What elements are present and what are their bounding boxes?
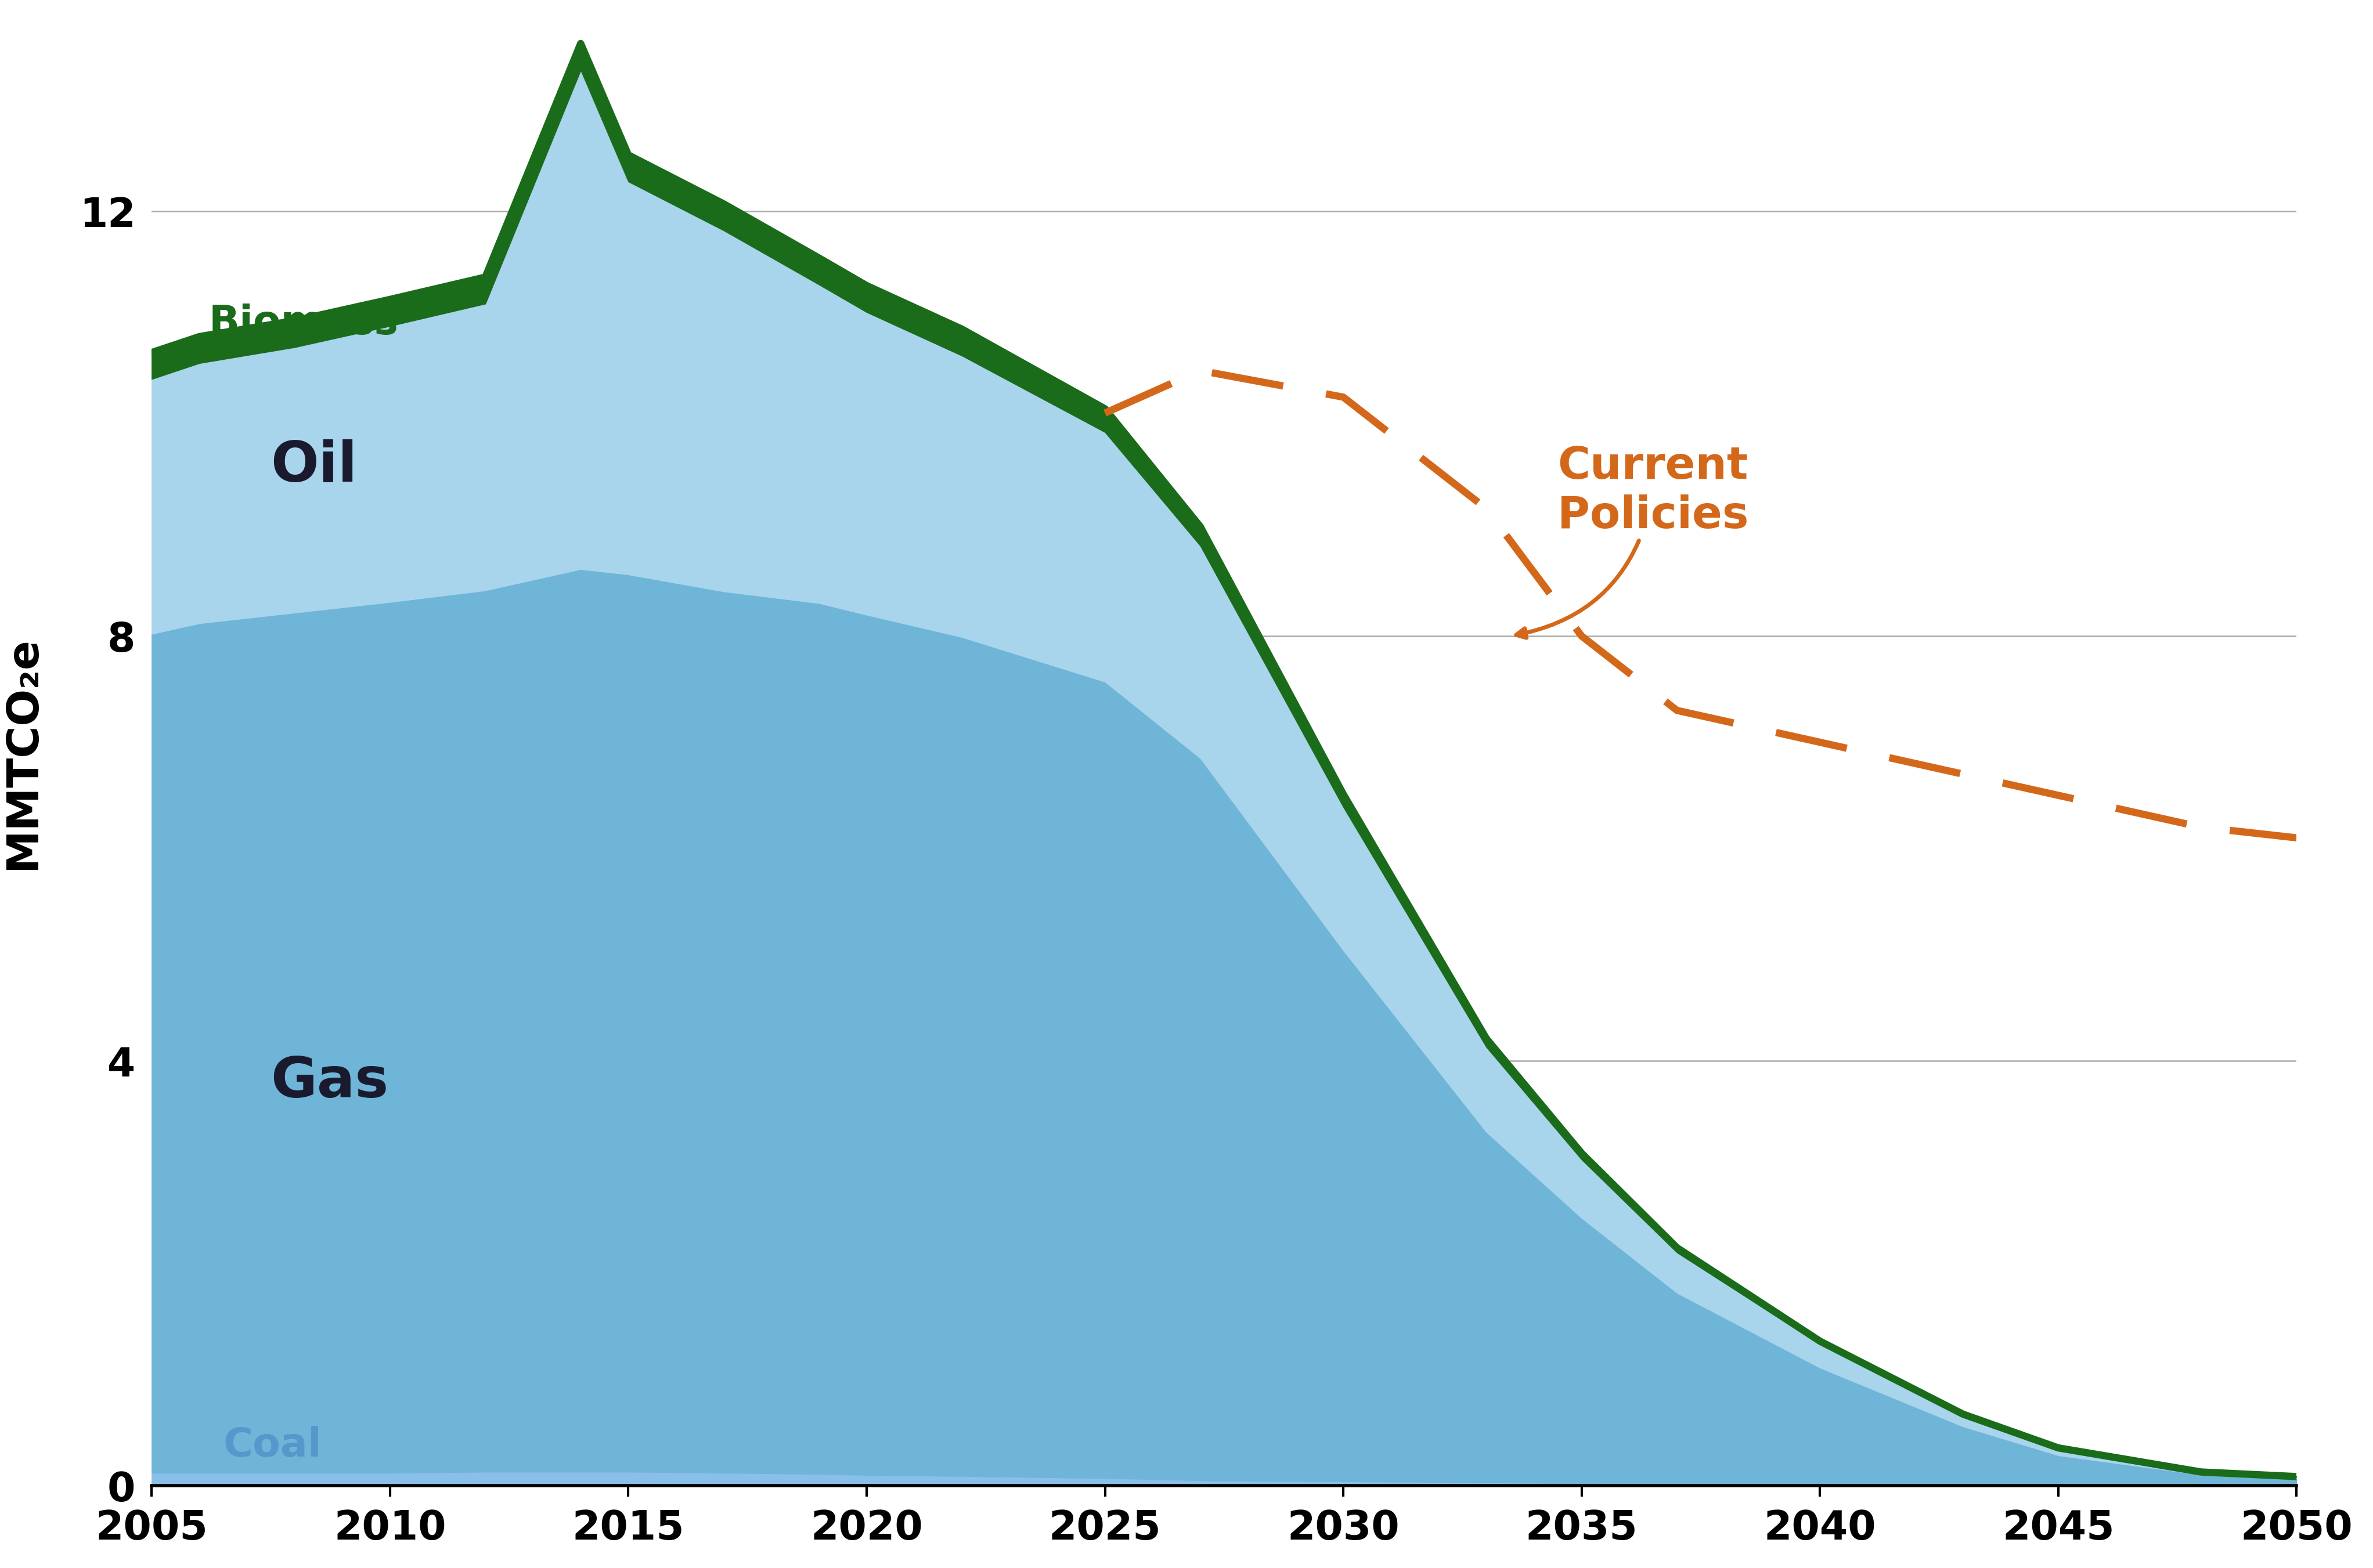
Text: MMTCO₂e: MMTCO₂e <box>2 637 45 870</box>
Text: Gas: Gas <box>271 1055 389 1109</box>
Text: Biomass: Biomass <box>209 303 399 342</box>
Text: Coal: Coal <box>223 1425 323 1465</box>
Text: Current
Policies: Current Policies <box>1516 445 1749 638</box>
Text: Oil: Oil <box>271 439 358 494</box>
